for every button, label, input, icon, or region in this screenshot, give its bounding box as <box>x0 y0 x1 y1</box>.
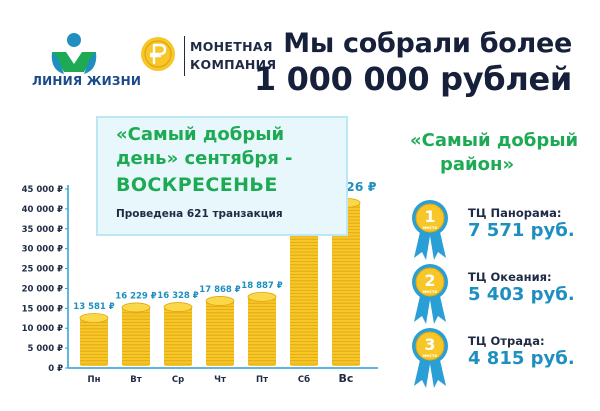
coin-stack-bar <box>79 313 109 366</box>
partner-name-line1: МОНЕТНАЯ <box>190 39 273 54</box>
coin-stack-bar <box>121 302 151 366</box>
y-tick-label: 15 000 ₽ <box>22 304 63 314</box>
y-tick-label: 30 000 ₽ <box>22 245 63 255</box>
svg-text:место: место <box>422 226 437 231</box>
daily-donations-chart: 0 ₽ 5 000 ₽ 10 000 ₽ 15 000 ₽ 20 000 ₽ 25 000… <box>22 179 378 385</box>
place-3-medal-icon: 3 место <box>406 324 454 392</box>
place-name: ТЦ Океания: <box>468 270 552 284</box>
y-tick-label: 40 000 ₽ <box>22 205 63 215</box>
bar-value-label: 16 328 ₽ <box>157 291 198 301</box>
place-2-medal-icon: 2 место <box>406 260 454 328</box>
svg-text:3: 3 <box>424 335 435 354</box>
place-name: ТЦ Панорама: <box>468 206 562 220</box>
place-1-medal-icon: 1 место <box>406 196 454 264</box>
liniya-zhizni-logo-icon <box>51 33 97 74</box>
headline-line1: Мы собрали более <box>283 28 572 59</box>
place-name: ТЦ Отрада: <box>468 334 545 348</box>
x-tick-label: Пт <box>256 375 268 385</box>
best-day-name: ВОСКРЕСЕНЬЕ <box>116 174 278 196</box>
svg-text:место: место <box>422 354 437 359</box>
ruble-coin-logo-icon <box>141 37 175 71</box>
x-tick-label: Вс <box>339 372 354 385</box>
x-tick-label: Сб <box>298 374 310 385</box>
rating-title-line2: район» <box>440 154 515 175</box>
bar-value-label: 18 887 ₽ <box>241 281 282 291</box>
y-tick-label: 20 000 ₽ <box>22 284 63 294</box>
y-tick-label: 45 000 ₽ <box>22 185 63 195</box>
place-value: 7 571 руб. <box>468 220 575 241</box>
svg-text:1: 1 <box>424 207 435 226</box>
best-day-title-line2: день» сентября - <box>116 148 293 169</box>
place-value: 4 815 руб. <box>468 348 575 369</box>
best-day-title-line1: «Самый добрый <box>116 124 285 145</box>
partner-divider <box>184 36 185 76</box>
place-value: 5 403 руб. <box>468 284 575 305</box>
partner-name-line2: КОМПАНИЯ <box>190 57 277 72</box>
coin-stack-bar <box>205 296 235 366</box>
bar-value-label: 17 868 ₽ <box>199 285 240 295</box>
coin-stack-bar <box>163 302 193 366</box>
partner-name: МОНЕТНАЯ КОМПАНИЯ <box>190 38 276 74</box>
rating-title-line1: «Самый добрый <box>410 130 579 151</box>
headline-line2: 1 000 000 рублей <box>253 60 572 98</box>
coin-stack-bar <box>247 291 277 366</box>
svg-text:2: 2 <box>424 271 435 290</box>
x-tick-label: Вт <box>130 375 141 385</box>
x-tick-label: Ср <box>172 375 184 385</box>
best-day-box: «Самый добрый день» сентября - ВОСКРЕСЕН… <box>96 116 348 236</box>
y-tick-label: 5 000 ₽ <box>28 344 64 354</box>
y-tick-label: 10 000 ₽ <box>22 324 63 334</box>
y-tick-label: 25 000 ₽ <box>22 265 63 275</box>
y-tick-label: 35 000 ₽ <box>22 225 63 235</box>
coin-stack-bar <box>289 212 319 366</box>
bar-value-label: 16 229 ₽ <box>115 291 156 301</box>
org-logo-text: ЛИНИЯ ЖИЗНИ <box>32 74 142 88</box>
y-tick-label: 0 ₽ <box>48 364 63 374</box>
best-day-transactions: Проведена 621 транзакция <box>116 208 283 220</box>
bar-value-label: 13 581 ₽ <box>73 302 114 312</box>
x-tick-label: Чт <box>214 375 226 385</box>
svg-text:место: место <box>422 290 437 295</box>
x-tick-label: Пн <box>88 375 101 385</box>
